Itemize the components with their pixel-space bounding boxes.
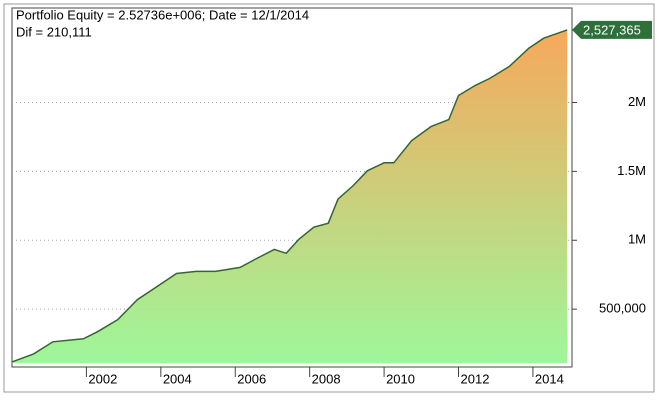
- y-tick-label: 2M: [628, 94, 646, 109]
- x-tick-label: 2012: [461, 371, 490, 386]
- x-tick-label: 2002: [88, 371, 117, 386]
- x-tick-label: 2014: [535, 371, 564, 386]
- y-tick-label: 500,000: [599, 301, 646, 316]
- line: [11, 29, 568, 363]
- area: [12, 29, 568, 364]
- value-tag: 2,527,365: [572, 20, 652, 39]
- x-tick-label: 2010: [386, 371, 415, 386]
- y-tick-label: 1.5M: [617, 163, 646, 178]
- value-tag-box: [572, 20, 652, 39]
- x-tick-label: 2006: [237, 371, 266, 386]
- value-label: 2,527,365: [583, 22, 641, 37]
- frame: [3, 3, 655, 393]
- x-tick-label: 2004: [163, 371, 192, 386]
- chart-title: Portfolio Equity = 2.52736e+006; Date = …: [16, 7, 309, 22]
- chart-subtitle: Dif = 210,111: [16, 24, 92, 39]
- y-tick-label: 1M: [628, 232, 646, 247]
- x-tick-label: 2008: [312, 371, 341, 386]
